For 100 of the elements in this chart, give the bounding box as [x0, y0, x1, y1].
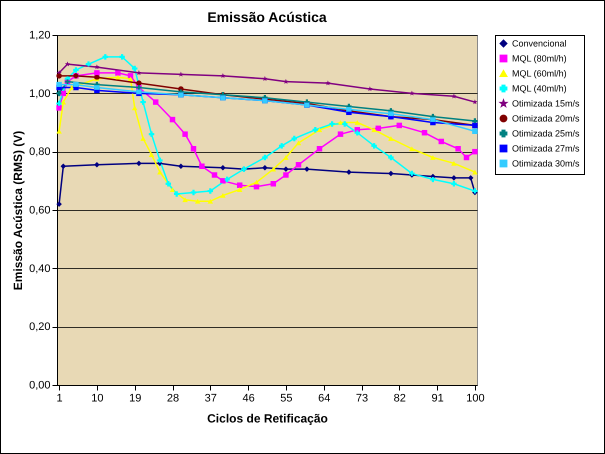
- x-tick-label: 10: [91, 392, 104, 404]
- x-tick-label: 82: [394, 392, 406, 404]
- point: [451, 175, 457, 181]
- x-tick-label: 19: [129, 392, 142, 404]
- y-tick-label: 0,80: [29, 146, 50, 158]
- point: [451, 160, 457, 166]
- legend-label: Otimizada 27m/s: [512, 144, 580, 154]
- y-tick-label: 0,00: [29, 380, 50, 392]
- point: [342, 121, 348, 127]
- point: [262, 76, 268, 81]
- point: [325, 80, 330, 86]
- point: [220, 193, 226, 198]
- legend-label: Otimizada 20m/s: [512, 114, 580, 124]
- point: [283, 155, 289, 160]
- point: [396, 122, 402, 128]
- point: [178, 164, 184, 169]
- point: [316, 146, 322, 152]
- point: [283, 166, 289, 172]
- point: [148, 131, 154, 137]
- point: [270, 181, 276, 186]
- point: [132, 106, 138, 110]
- point: [338, 131, 344, 137]
- y-tick-label: 0,40: [29, 262, 50, 275]
- legend-label: MQL (80ml/h): [512, 54, 567, 64]
- point: [376, 126, 382, 132]
- point: [194, 198, 200, 204]
- point: [119, 54, 125, 60]
- legend-label: Otimizada 25m/s: [512, 128, 580, 138]
- x-tick-label: 100: [466, 392, 485, 404]
- point: [296, 140, 302, 146]
- y-tick-label: 1,00: [29, 88, 50, 100]
- point: [208, 198, 214, 204]
- point: [94, 84, 100, 90]
- point: [56, 201, 62, 207]
- point: [140, 136, 146, 141]
- point: [56, 73, 62, 79]
- point: [451, 94, 456, 98]
- point: [329, 121, 335, 127]
- point: [388, 136, 394, 141]
- point: [283, 172, 289, 178]
- point: [220, 178, 226, 184]
- point: [56, 128, 62, 134]
- point: [371, 143, 377, 149]
- point: [190, 146, 196, 152]
- point: [472, 170, 478, 174]
- point: [455, 146, 461, 152]
- point: [148, 152, 154, 157]
- chart-title: Emissão Acústica: [207, 9, 327, 25]
- point: [86, 61, 92, 67]
- legend-label: MQL (40ml/h): [512, 84, 567, 94]
- point: [178, 72, 184, 77]
- point: [388, 170, 394, 176]
- point: [283, 78, 288, 84]
- point: [220, 164, 226, 170]
- point: [262, 164, 268, 170]
- point: [94, 64, 100, 70]
- legend-label: Convencional: [512, 38, 567, 48]
- point: [472, 148, 478, 154]
- x-tick-label: 46: [242, 392, 255, 404]
- x-tick-label: 55: [280, 392, 293, 404]
- point: [94, 70, 100, 76]
- point: [73, 82, 79, 88]
- x-tick-label: 64: [318, 392, 330, 404]
- point: [354, 120, 360, 125]
- point: [451, 181, 457, 186]
- point: [236, 182, 242, 188]
- y-tick-label: 0,60: [29, 204, 50, 216]
- point: [296, 162, 302, 168]
- point: [409, 90, 414, 96]
- point: [157, 170, 163, 174]
- x-tick-label: 28: [166, 392, 180, 404]
- point: [220, 73, 226, 78]
- point: [140, 99, 146, 105]
- legend-label: MQL (60ml/h): [512, 68, 567, 78]
- point: [136, 80, 142, 86]
- point: [182, 131, 188, 137]
- point: [199, 164, 205, 169]
- point: [422, 130, 428, 136]
- legend-label: Otimizada 15m/s: [512, 98, 580, 108]
- point: [174, 191, 180, 197]
- point: [64, 61, 70, 66]
- point: [438, 138, 444, 144]
- point: [430, 155, 436, 160]
- y-tick-label: 1,20: [29, 30, 50, 42]
- point: [115, 70, 121, 76]
- point: [208, 188, 214, 194]
- y-tick-label: 0,20: [29, 321, 50, 334]
- x-tick-label: 91: [431, 392, 444, 404]
- point: [56, 82, 62, 88]
- point: [132, 66, 138, 72]
- point: [304, 166, 310, 172]
- point: [136, 160, 142, 166]
- point: [278, 143, 284, 149]
- point: [236, 187, 242, 192]
- legend-label: Otimizada 30m/s: [512, 158, 580, 168]
- point: [56, 105, 62, 111]
- point: [182, 197, 188, 202]
- point: [224, 176, 230, 182]
- x-tick-label: 1: [56, 392, 63, 404]
- y-axis-title: Emissão Acústica (RMS) (V): [11, 130, 26, 290]
